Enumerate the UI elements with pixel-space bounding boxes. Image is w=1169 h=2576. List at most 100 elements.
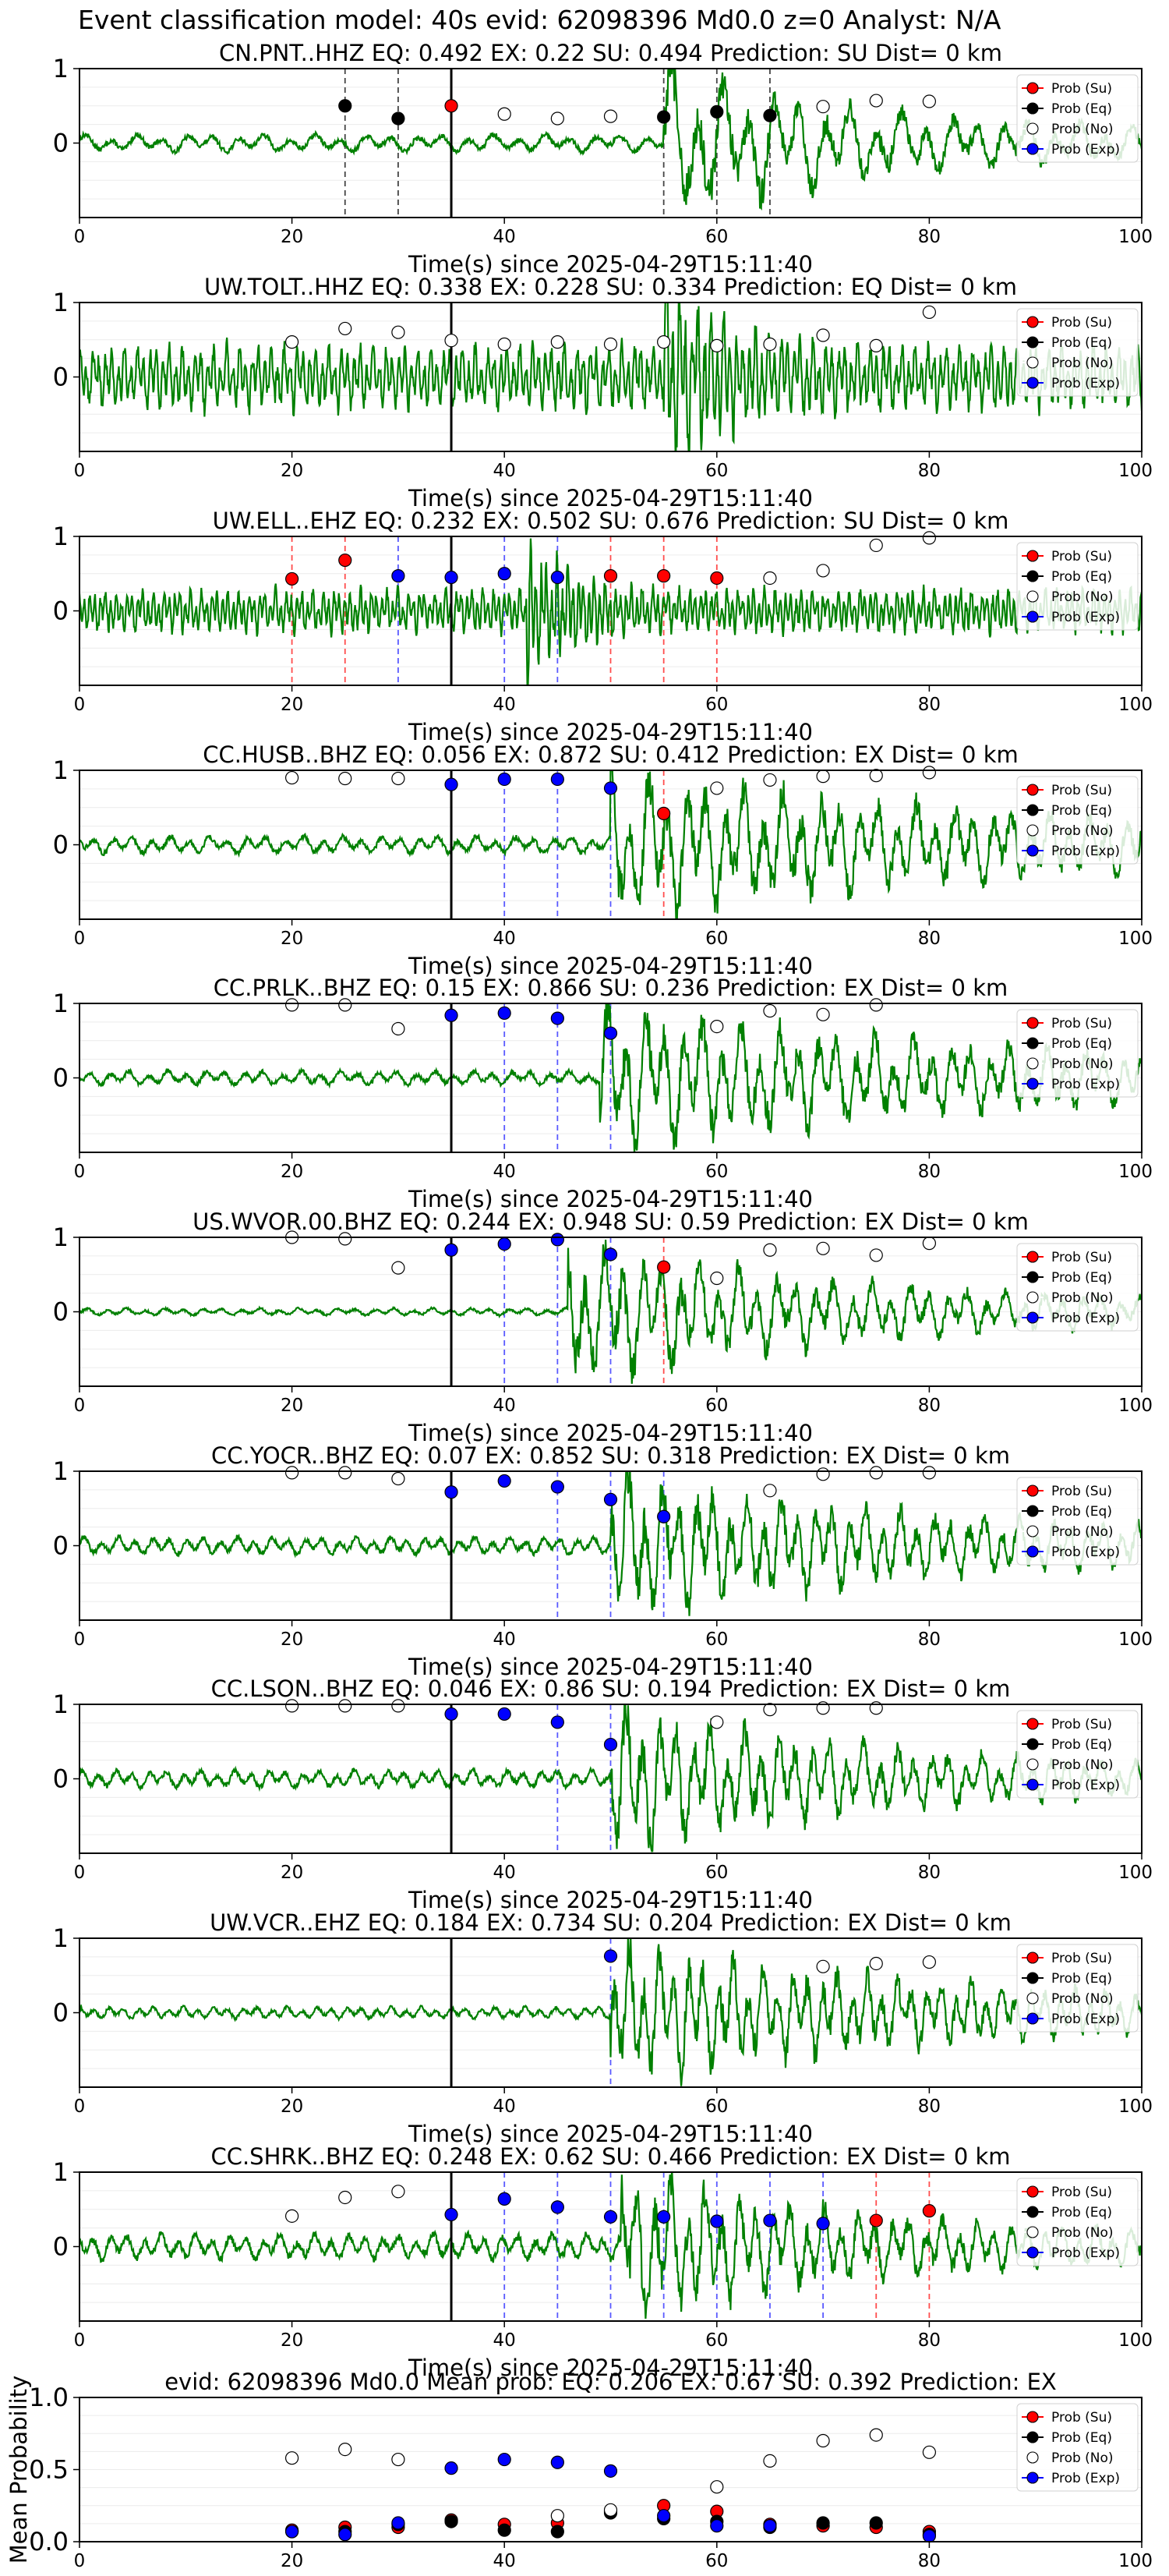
prob-marker-no [763,337,777,352]
x-tick-label: 40 [493,461,516,481]
x-tick-label: 80 [918,2097,941,2117]
legend: Prob (Su) Prob (Eq) Prob (No) Prob (Exp) [1016,542,1139,631]
legend-label: Prob (Exp) [1051,1311,1120,1326]
prob-marker-no [710,2480,724,2494]
x-tick-label: 40 [493,1162,516,1182]
x-tick-label: 20 [281,929,303,949]
prob-marker-no [338,1232,352,1246]
y-tick-label: 0.0 [29,2527,69,2557]
legend-label: Prob (Su) [1051,1951,1112,1966]
prob-marker-exp [497,2192,511,2206]
prob-marker-no [869,1956,883,1971]
prob-marker-no [763,1243,777,1257]
legend-box [1016,1944,1139,2033]
legend-marker [1026,316,1039,328]
panel-title: CC.LSON..BHZ EQ: 0.046 EX: 0.86 SU: 0.19… [211,1675,1011,1702]
y-tick-label: 1 [53,2157,69,2187]
prob-marker-no [444,334,458,348]
prob-marker-exp [550,1011,564,1025]
prob-marker-exp [497,1474,511,1488]
waveform-trace [79,1471,1142,1616]
legend-marker [1026,143,1039,155]
y-tick-label: 0 [53,1063,69,1093]
legend-label: Prob (No) [1051,1290,1114,1306]
legend: Prob (Su) Prob (Eq) Prob (No) Prob (Exp) [1016,1710,1139,1799]
prob-marker-no [922,1237,937,1251]
prob-marker-no [285,998,299,1012]
x-tick-label: 0 [74,1162,86,1182]
y-tick-label: 0 [53,363,69,392]
panel-title: CC.PRLK..BHZ EQ: 0.15 EX: 0.866 SU: 0.23… [214,975,1008,1001]
legend-label: Prob (Exp) [1051,610,1120,625]
panel-title: UW.VCR..EHZ EQ: 0.184 EX: 0.734 SU: 0.20… [210,1909,1012,1936]
x-tick-label: 60 [705,1396,728,1416]
x-tick-label: 60 [705,227,728,247]
x-tick-label: 20 [281,227,303,247]
station-panel: UW.TOLT..HHZ EQ: 0.338 EX: 0.228 SU: 0.3… [53,274,1153,511]
x-tick-label: 80 [918,2330,941,2351]
legend-marker [1026,1778,1039,1791]
prob-marker-no [869,1466,883,1480]
prob-marker-no [922,531,937,545]
prob-marker-no [391,2185,405,2199]
x-tick-label: 20 [281,1162,303,1182]
prob-marker-su [657,569,671,583]
x-tick-label: 60 [705,1629,728,1650]
prob-marker-exp [497,772,511,787]
prob-marker-exp [816,2217,830,2231]
prob-marker-exp [497,1707,511,1721]
panel-title: US.WVOR.00.BHZ EQ: 0.244 EX: 0.948 SU: 0… [192,1208,1029,1235]
prob-marker-eq [869,2516,883,2530]
x-tick-label: 60 [705,2097,728,2117]
y-tick-label: 1 [53,1223,69,1252]
station-panel: CC.LSON..BHZ EQ: 0.046 EX: 0.86 SU: 0.19… [53,1675,1153,1913]
x-axis-label: Time(s) since 2025-04-29T15:11:40 [408,1186,813,1212]
prob-marker-no [710,1020,724,1034]
prob-marker-no [603,2503,618,2517]
legend-label: Prob (Eq) [1051,101,1112,117]
legend-label: Prob (Exp) [1051,1778,1120,1793]
prob-marker-no [763,2454,777,2468]
prob-marker-exp [603,1737,618,1752]
prob-marker-su [922,2204,937,2218]
legend-box [1016,776,1139,865]
x-tick-label: 0 [74,2551,86,2571]
waveform-trace [79,69,1142,211]
prob-marker-no [391,2452,405,2467]
prob-marker-exp [657,2210,671,2224]
waveform-trace [79,303,1142,451]
prob-marker-no [816,1007,830,1021]
legend-box [1016,308,1139,397]
x-tick-label: 60 [705,1162,728,1182]
prob-marker-no [550,335,564,349]
prob-marker-eq [391,111,405,126]
y-tick-label: 1 [53,989,69,1018]
prob-marker-no [497,107,511,121]
legend-label: Prob (Su) [1051,549,1112,564]
y-tick-label: 0 [53,1297,69,1327]
legend-marker [1026,2451,1039,2464]
waveform-trace [79,1704,1142,1852]
x-tick-label: 20 [281,695,303,715]
legend-marker [1026,1057,1039,1070]
prob-marker-no [816,100,830,114]
legend-marker [1026,1738,1039,1750]
prob-marker-no [816,1467,830,1481]
x-axis-label: Time(s) since 2025-04-29T15:11:40 [408,719,813,745]
legend-label: Prob (Su) [1051,2185,1112,2200]
prob-marker-exp [550,1715,564,1729]
legend-label: Prob (No) [1051,1757,1114,1773]
x-tick-label: 100 [1118,1162,1153,1182]
legend: Prob (Su) Prob (Eq) Prob (No) Prob (Exp) [1016,1243,1139,1332]
prob-marker-exp [603,1026,618,1040]
prob-marker-no [816,1959,830,1973]
legend-marker [1026,2472,1039,2484]
legend: Prob (Su) Prob (Eq) Prob (No) Prob (Exp) [1016,1009,1139,1098]
y-tick-label: 0 [53,830,69,860]
prob-marker-exp [550,2200,564,2214]
legend-marker [1026,784,1039,796]
prob-marker-no [550,2509,564,2523]
prob-marker-exp [391,569,405,583]
x-tick-label: 0 [74,2097,86,2117]
